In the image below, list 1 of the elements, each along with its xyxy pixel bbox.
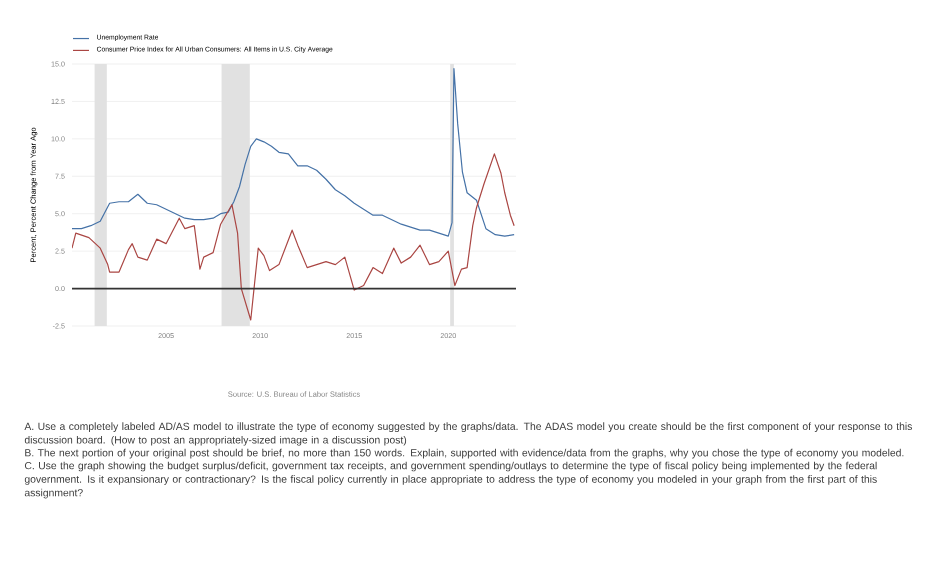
line-series [72, 153, 515, 321]
